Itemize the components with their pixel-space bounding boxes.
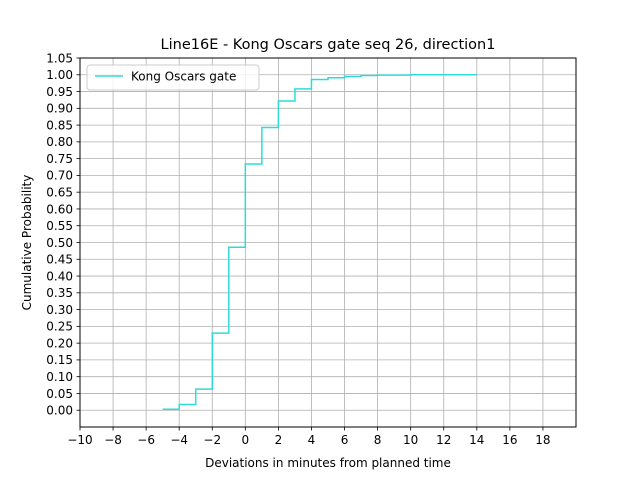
x-tick-label: 0 [242, 433, 250, 447]
series-group [162, 74, 477, 410]
x-tick-label: 4 [308, 433, 316, 447]
y-tick-label: 0.10 [46, 370, 73, 384]
y-tick-label: 0.05 [46, 387, 73, 401]
x-tick-label: 2 [275, 433, 283, 447]
y-tick-label: 0.40 [46, 269, 73, 283]
y-tick-label: 1.05 [46, 51, 73, 65]
y-tick-label: 0.15 [46, 353, 73, 367]
y-tick-label: 1.00 [46, 68, 73, 82]
y-tick-label: 0.65 [46, 185, 73, 199]
x-tick-label: −10 [67, 433, 92, 447]
y-tick-label: 0.20 [46, 336, 73, 350]
y-axis: 0.00 0.05 0.10 0.15 0.20 0.25 0.30 0.35 0.40 0.45… [46, 51, 80, 418]
x-tick-label: 14 [469, 433, 484, 447]
y-tick-label: 0.50 [46, 236, 73, 250]
y-tick-label: 0.95 [46, 85, 73, 99]
x-tick-label: 18 [535, 433, 550, 447]
x-tick-label: 8 [374, 433, 382, 447]
x-tick-label: 16 [502, 433, 517, 447]
x-tick-label: −2 [203, 433, 221, 447]
grid [79, 57, 576, 427]
x-tick-label: 12 [436, 433, 451, 447]
y-tick-label: 0.75 [46, 152, 73, 166]
series-layer [162, 74, 477, 410]
legend-label: Kong Oscars gate [131, 70, 236, 84]
y-tick-label: 0.60 [46, 202, 73, 216]
y-tick-label: 0.55 [46, 219, 73, 233]
x-axis-title: Deviations in minutes from planned time [205, 456, 451, 470]
chart-title: Line16E - Kong Oscars gate seq 26, direc… [161, 37, 496, 53]
x-tick-label: 10 [403, 433, 418, 447]
x-tick-label: 6 [341, 433, 349, 447]
x-tick-label: −6 [137, 433, 155, 447]
y-tick-label: 0.00 [46, 404, 73, 418]
x-axis: −10 −8 −6 −4 −2 0 2 4 6 8 10 12 14 16 18 [67, 427, 551, 447]
y-axis-title: Cumulative Probability [20, 175, 34, 311]
x-tick-label: −8 [104, 433, 122, 447]
y-tick-label: 0.90 [46, 102, 73, 116]
legend-box [86, 64, 260, 91]
y-tick-label: 0.30 [46, 303, 73, 317]
y-tick-label: 0.35 [46, 286, 73, 300]
series-line [162, 74, 477, 410]
x-tick-label: −4 [170, 433, 188, 447]
y-tick-label: 0.70 [46, 169, 73, 183]
y-tick-label: 0.85 [46, 118, 73, 132]
y-tick-label: 0.80 [46, 135, 73, 149]
y-tick-label: 0.45 [46, 253, 73, 267]
legend: Kong Oscars gate [86, 64, 260, 91]
y-tick-label: 0.25 [46, 320, 73, 334]
